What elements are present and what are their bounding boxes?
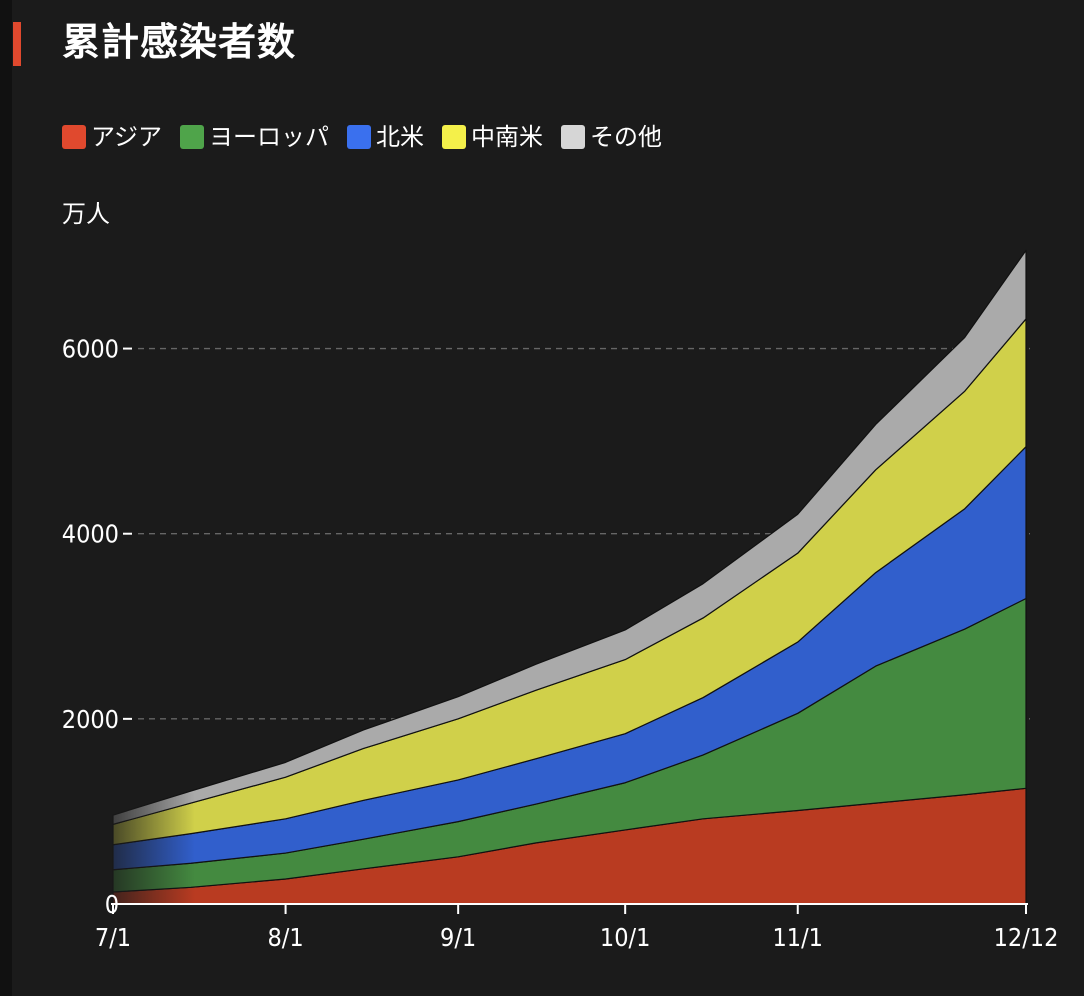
chart-title: 累計感染者数 bbox=[62, 20, 297, 64]
x-tick-label-4: 11/1 bbox=[772, 923, 823, 952]
legend-label-latin-america: 中南米 bbox=[471, 123, 544, 151]
area-other bbox=[112, 249, 1027, 825]
legend-swatch-asia bbox=[62, 125, 86, 149]
legend-swatch-latin-america bbox=[442, 125, 467, 149]
legend-swatch-north-america bbox=[347, 125, 372, 149]
legend-label-north-america: 北米 bbox=[376, 123, 425, 151]
legend-label-europe: ヨーロッパ bbox=[209, 123, 330, 151]
left-edge-fade bbox=[85, 792, 195, 904]
legend-item-asia: アジア bbox=[62, 122, 162, 152]
left-strip bbox=[0, 0, 12, 996]
y-tick-label-0: 0 bbox=[105, 890, 119, 919]
legend-item-europe: ヨーロッパ bbox=[180, 122, 329, 152]
legend-item-other: その他 bbox=[561, 122, 662, 152]
legend-swatch-europe bbox=[180, 125, 205, 149]
y-tick-label-2000: 2000 bbox=[62, 705, 119, 734]
legend-item-latin-america: 中南米 bbox=[442, 122, 543, 152]
y-tick-label-4000: 4000 bbox=[62, 520, 119, 549]
legend-label-asia: アジア bbox=[91, 123, 163, 151]
x-tick-label-1: 8/1 bbox=[267, 923, 303, 952]
legend: アジア ヨーロッパ 北米 中南米 その他 bbox=[62, 120, 680, 154]
axes: 0 2000 4000 6000 7/1 8/1 9/1 10/1 11/1 12/12 bbox=[62, 335, 1059, 952]
x-tick-label-3: 10/1 bbox=[600, 923, 651, 952]
legend-label-other: その他 bbox=[590, 123, 663, 151]
legend-item-north-america: 北米 bbox=[347, 122, 424, 152]
x-tick-label-5: 12/12 bbox=[994, 923, 1059, 952]
legend-swatch-other bbox=[561, 125, 586, 149]
title-accent-bar bbox=[13, 22, 21, 66]
y-tick-label-6000: 6000 bbox=[62, 335, 119, 364]
x-tick-label-2: 9/1 bbox=[440, 923, 476, 952]
area-series bbox=[112, 249, 1027, 905]
x-tick-label-0: 7/1 bbox=[95, 923, 131, 952]
y-axis-unit-label: 万人 bbox=[62, 200, 110, 228]
